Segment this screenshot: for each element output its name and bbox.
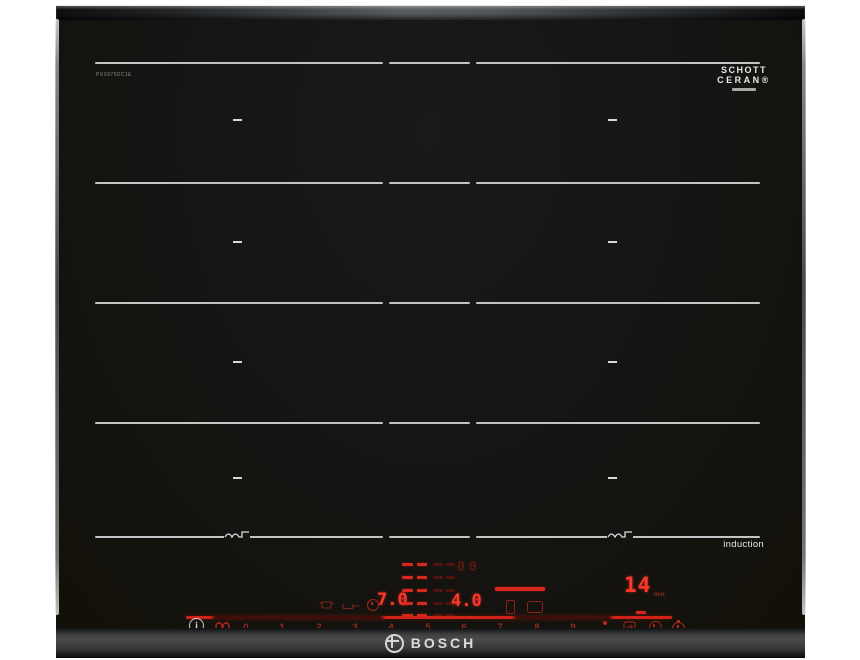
slider-indicator-line	[186, 616, 672, 619]
zone-line	[389, 62, 470, 64]
zone-segment-bar	[417, 576, 427, 579]
zone-segment-bar-dim	[433, 576, 443, 579]
level-dot: ·	[407, 621, 411, 631]
pan-icon[interactable]	[342, 603, 360, 610]
zone-line	[389, 302, 470, 304]
zone-center-mark	[608, 241, 617, 243]
level-dot: ·	[371, 621, 375, 631]
zone-line	[476, 62, 760, 64]
zone-segment-bar-dim	[433, 589, 443, 592]
zone-line	[476, 302, 760, 304]
level-dot: ·	[553, 621, 557, 631]
zone-line	[95, 422, 383, 424]
ceran-subtext-bar	[732, 88, 756, 91]
level-dot: ·	[335, 621, 339, 631]
zone-segment-bar	[402, 563, 413, 566]
schott-ceran-logo: SCHOTT CERAN®	[716, 65, 772, 91]
level-dot: ·	[480, 621, 484, 631]
right-glass-edge	[802, 19, 806, 615]
bosch-logo-text: BOSCH	[410, 635, 477, 651]
pot-icon[interactable]	[319, 600, 334, 609]
zone-line	[389, 422, 470, 424]
timer-display: 14	[624, 573, 652, 597]
zone-line	[389, 182, 470, 184]
right-zone-secondary-display: 00	[457, 560, 481, 575]
pause-lock-icon[interactable]	[214, 621, 231, 632]
ceran-text: CERAN®	[717, 75, 771, 85]
level-key-3[interactable]: 3	[349, 622, 361, 633]
zone-timer-icon[interactable]	[367, 599, 379, 611]
zone-line	[95, 182, 383, 184]
zone-line	[389, 536, 470, 538]
zone-segment-bar	[417, 614, 427, 617]
cooktop: PXX975DC1E SCHOTT CERAN®	[55, 5, 806, 658]
zone-segment-bar-dim	[446, 614, 455, 617]
left-zone-power-display: 7.0	[377, 590, 408, 610]
zone-segment-bar-dim	[433, 614, 443, 617]
rack-icon[interactable]	[506, 600, 515, 614]
zone-segment-bar	[402, 614, 413, 617]
glass-surface: PXX975DC1E SCHOTT CERAN®	[56, 20, 805, 635]
level-key-7[interactable]: 7	[494, 622, 506, 633]
zone-line	[95, 302, 383, 304]
zone-segment-bar-dim	[446, 576, 455, 579]
front-trim: BOSCH	[56, 628, 805, 658]
zone-segment-bar-dim	[433, 563, 443, 566]
level-key-2[interactable]: 2	[313, 622, 325, 633]
zone-center-mark	[233, 477, 242, 479]
level-dot: ·	[298, 621, 302, 631]
zone-segment-bar	[402, 602, 413, 605]
level-key-4[interactable]: 4	[385, 622, 397, 633]
timer-select-mark	[636, 611, 646, 614]
active-zone-bar	[495, 587, 545, 591]
zone-segment-bar-dim	[446, 602, 455, 605]
zone-segment-bar-dim	[446, 563, 455, 566]
level-key-8[interactable]: 8	[531, 622, 543, 633]
level-dot: ·	[444, 621, 448, 631]
model-label: PXX975DC1E	[96, 72, 132, 78]
top-trim	[56, 5, 805, 21]
pan-detect-icon	[607, 528, 633, 540]
level-key-9[interactable]: 9	[567, 622, 579, 633]
zone-center-mark	[233, 241, 242, 243]
bosch-emblem-icon	[384, 633, 404, 653]
zone-segment-bar-dim	[446, 589, 455, 592]
timer-unit-label: min	[654, 592, 665, 598]
zone-segment-bar	[417, 589, 427, 592]
zone-line	[476, 422, 760, 424]
zone-line	[95, 62, 383, 64]
level-key-5[interactable]: 5	[422, 622, 434, 633]
zone-segment-bar-dim	[433, 602, 443, 605]
zone-line	[476, 182, 760, 184]
level-key-0[interactable]: 0	[240, 622, 252, 633]
zone-center-mark	[608, 119, 617, 121]
right-zone-power-display: 4.0	[451, 591, 482, 611]
zone-center-mark	[608, 361, 617, 363]
zone-center-mark	[233, 119, 242, 121]
zone-center-mark	[233, 361, 242, 363]
zone-center-mark	[608, 477, 617, 479]
zone-segment-bar	[402, 576, 413, 579]
zone-segment-bar	[417, 602, 427, 605]
warm-pan-icon[interactable]	[527, 601, 543, 613]
level-dot: ·	[516, 621, 520, 631]
left-glass-edge	[55, 19, 59, 615]
zone-segment-bar	[402, 589, 413, 592]
level-key-1[interactable]: 1	[276, 622, 288, 633]
schott-text: SCHOTT	[721, 65, 767, 75]
zone-segment-bar	[417, 563, 427, 566]
level-key-6[interactable]: 6	[458, 622, 470, 633]
induction-label: induction	[723, 539, 764, 550]
pan-detect-icon	[224, 528, 250, 540]
